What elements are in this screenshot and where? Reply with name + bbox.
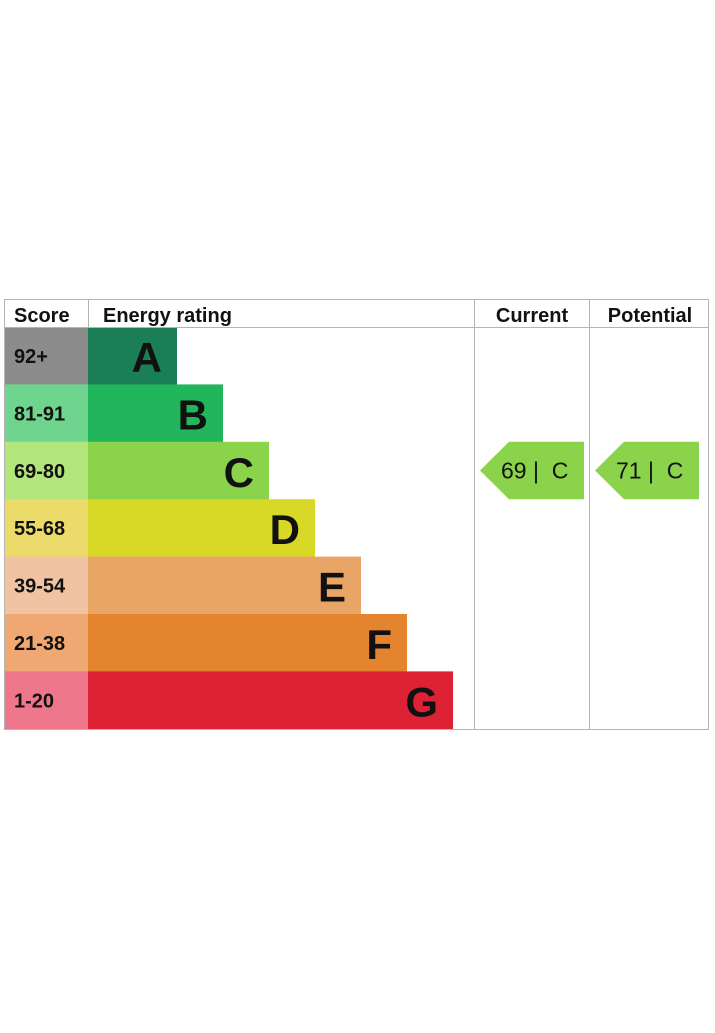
rating-bands: 92+ A 81-91 B 69-80 C 55-68 D 39-54 E 21-38 F 1-20 G — [4, 327, 453, 730]
band-letter-e: E — [318, 564, 346, 611]
band-letter-b: B — [178, 391, 208, 438]
band-letter-f: F — [366, 621, 392, 668]
band-letter-g: G — [405, 678, 438, 725]
score-label-e: 39-54 — [14, 576, 66, 598]
score-cell-d — [4, 499, 88, 558]
chart-border — [4, 299, 709, 730]
score-cell-f — [4, 614, 88, 672]
score-cell-c — [4, 441, 88, 500]
band-letter-a: A — [132, 334, 162, 381]
band-letter-c: C — [224, 449, 254, 496]
chart-grid — [4, 299, 709, 730]
score-cell-e — [4, 556, 88, 615]
score-cell-a — [4, 327, 88, 385]
score-label-f: 21-38 — [14, 633, 65, 655]
score-cell-b — [4, 384, 88, 443]
score-label-a: 92+ — [14, 346, 48, 368]
band-bar-d — [88, 499, 315, 558]
current-header: Current — [496, 305, 569, 327]
band-bar-a — [88, 327, 177, 385]
band-bar-c — [88, 441, 269, 500]
band-bar-f — [88, 614, 407, 672]
header-row: Score Energy rating Current Potential — [14, 305, 692, 327]
score-cell-g — [4, 671, 88, 730]
band-bar-g — [88, 671, 453, 730]
current-rating-arrow — [480, 441, 584, 500]
score-label-c: 69-80 — [14, 461, 65, 483]
score-label-g: 1-20 — [14, 690, 54, 712]
current-rating-label: 69 | C — [501, 458, 568, 484]
potential-rating-arrow — [595, 441, 699, 500]
score-label-b: 81-91 — [14, 403, 65, 425]
score-header: Score — [14, 305, 70, 327]
score-label-d: 55-68 — [14, 518, 65, 540]
band-bar-b — [88, 384, 223, 443]
band-letter-d: D — [270, 506, 300, 553]
band-bar-e — [88, 556, 361, 615]
potential-header: Potential — [608, 305, 692, 327]
rating-markers: 69 | C 71 | C — [480, 441, 699, 500]
energy-rating-header: Energy rating — [103, 305, 232, 327]
potential-rating-label: 71 | C — [616, 458, 683, 484]
